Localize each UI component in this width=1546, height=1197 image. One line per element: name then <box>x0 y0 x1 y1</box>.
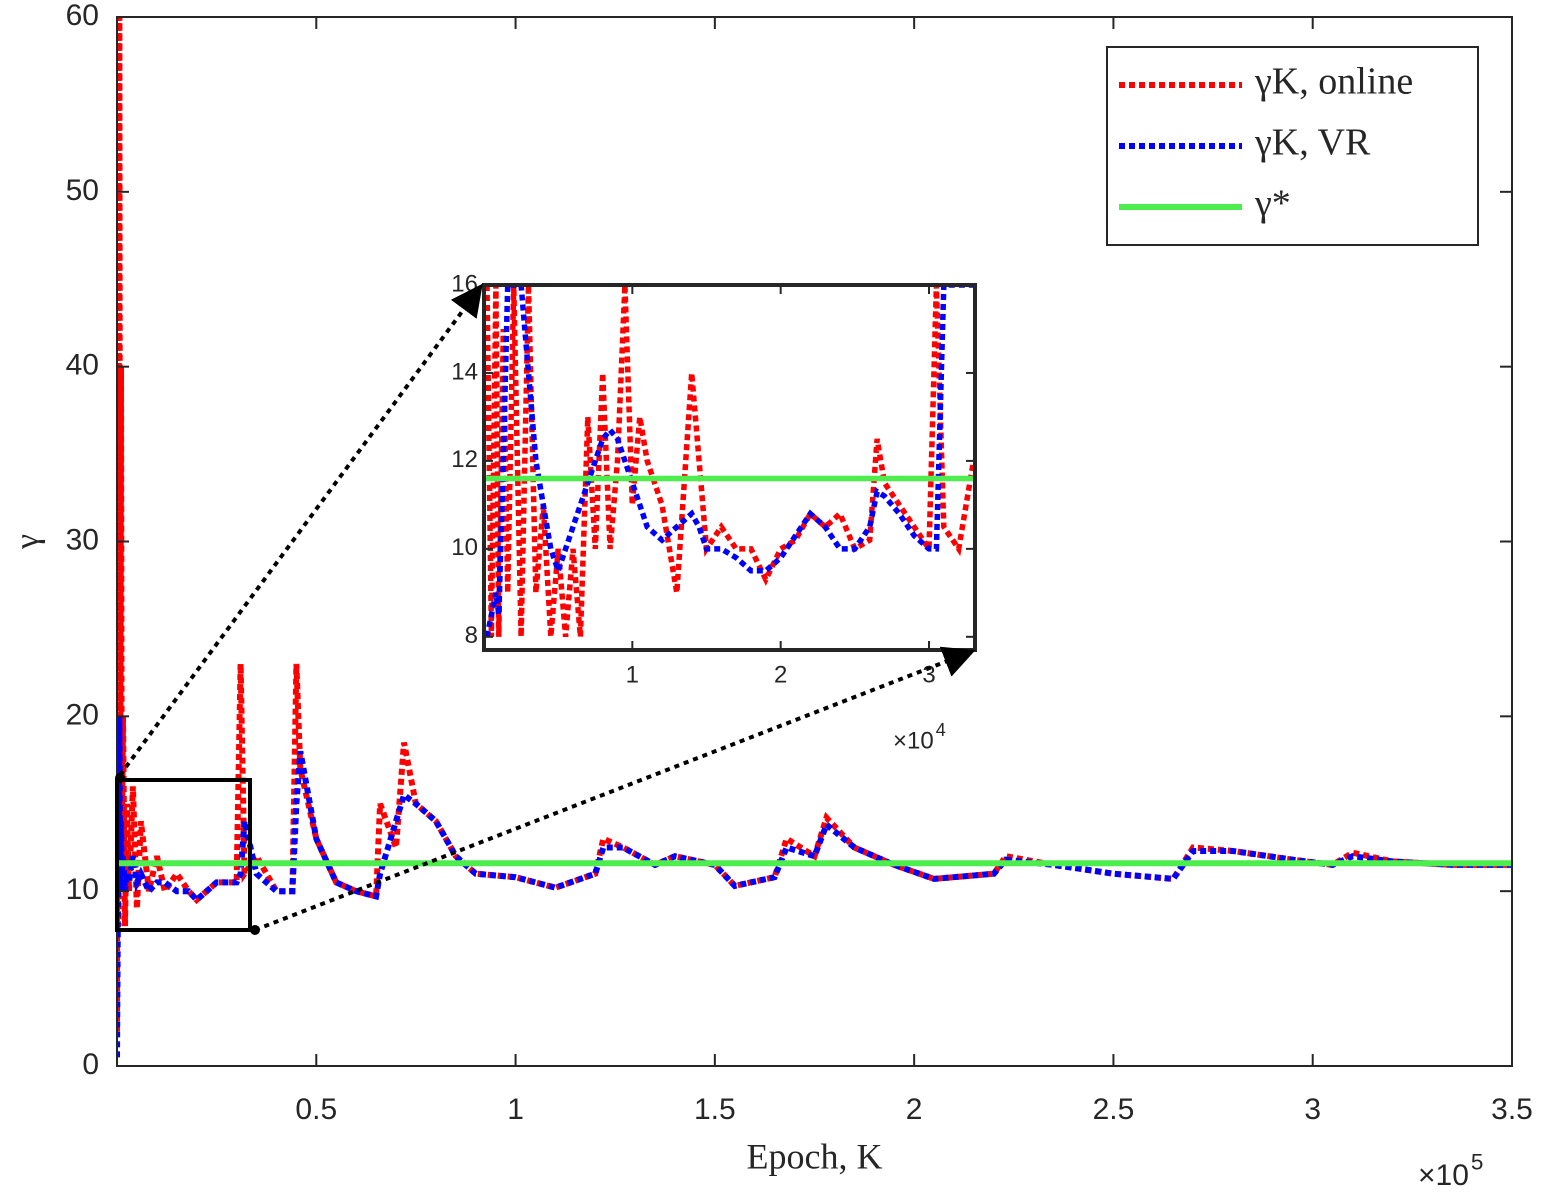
legend-box <box>1106 46 1479 246</box>
y-tick-label: 12 <box>451 446 478 473</box>
legend-label: γK, online <box>1254 61 1413 103</box>
x-tick-label: 2.5 <box>1093 1093 1135 1126</box>
axes-box <box>482 283 977 652</box>
series-line <box>117 716 1512 1058</box>
x-tick-label: 1 <box>507 1093 524 1126</box>
plot-area <box>117 17 1512 1058</box>
series-line <box>484 285 975 638</box>
x-scale-base: ×10 <box>893 727 934 754</box>
x-axis-label: Epoch, K <box>747 1136 883 1176</box>
y-tick-label: 40 <box>66 349 99 382</box>
x-scale-base: ×10 <box>1418 1159 1469 1192</box>
zoom-arrow <box>118 283 483 777</box>
zoom-box <box>115 778 252 932</box>
y-axis-label: γ <box>9 534 46 550</box>
x-tick-label: 2 <box>906 1093 923 1126</box>
y-tick-label: 10 <box>451 534 478 561</box>
x-tick-label: 3 <box>922 661 935 688</box>
y-tick-label: 20 <box>66 698 99 731</box>
zoom-arrow <box>254 646 976 932</box>
y-tick-label: 14 <box>451 358 478 385</box>
y-tick-label: 8 <box>465 622 478 649</box>
legend-label: γK, VR <box>1254 122 1371 164</box>
x-tick-label: 1 <box>626 661 639 688</box>
zoom-anchor <box>115 773 125 783</box>
y-tick-label: 50 <box>66 174 99 207</box>
legend-label: γ* <box>1254 183 1291 225</box>
series-line <box>484 285 974 638</box>
x-scale-exponent: 4 <box>936 720 946 740</box>
y-tick-label: 10 <box>66 873 99 906</box>
x-tick-label: 3 <box>1304 1093 1321 1126</box>
y-tick-label: 30 <box>66 523 99 556</box>
plot-area <box>484 285 975 638</box>
inset-background <box>484 285 975 650</box>
y-tick-label: 16 <box>451 270 478 297</box>
y-tick-label: 60 <box>66 0 99 32</box>
zoom-anchor <box>250 925 260 935</box>
x-tick-label: 1.5 <box>694 1093 736 1126</box>
x-tick-label: 3.5 <box>1491 1093 1533 1126</box>
x-tick-label: 2 <box>774 661 787 688</box>
x-tick-label: 0.5 <box>295 1093 337 1126</box>
y-tick-label: 0 <box>82 1048 99 1081</box>
x-scale-exponent: 5 <box>1471 1149 1484 1174</box>
